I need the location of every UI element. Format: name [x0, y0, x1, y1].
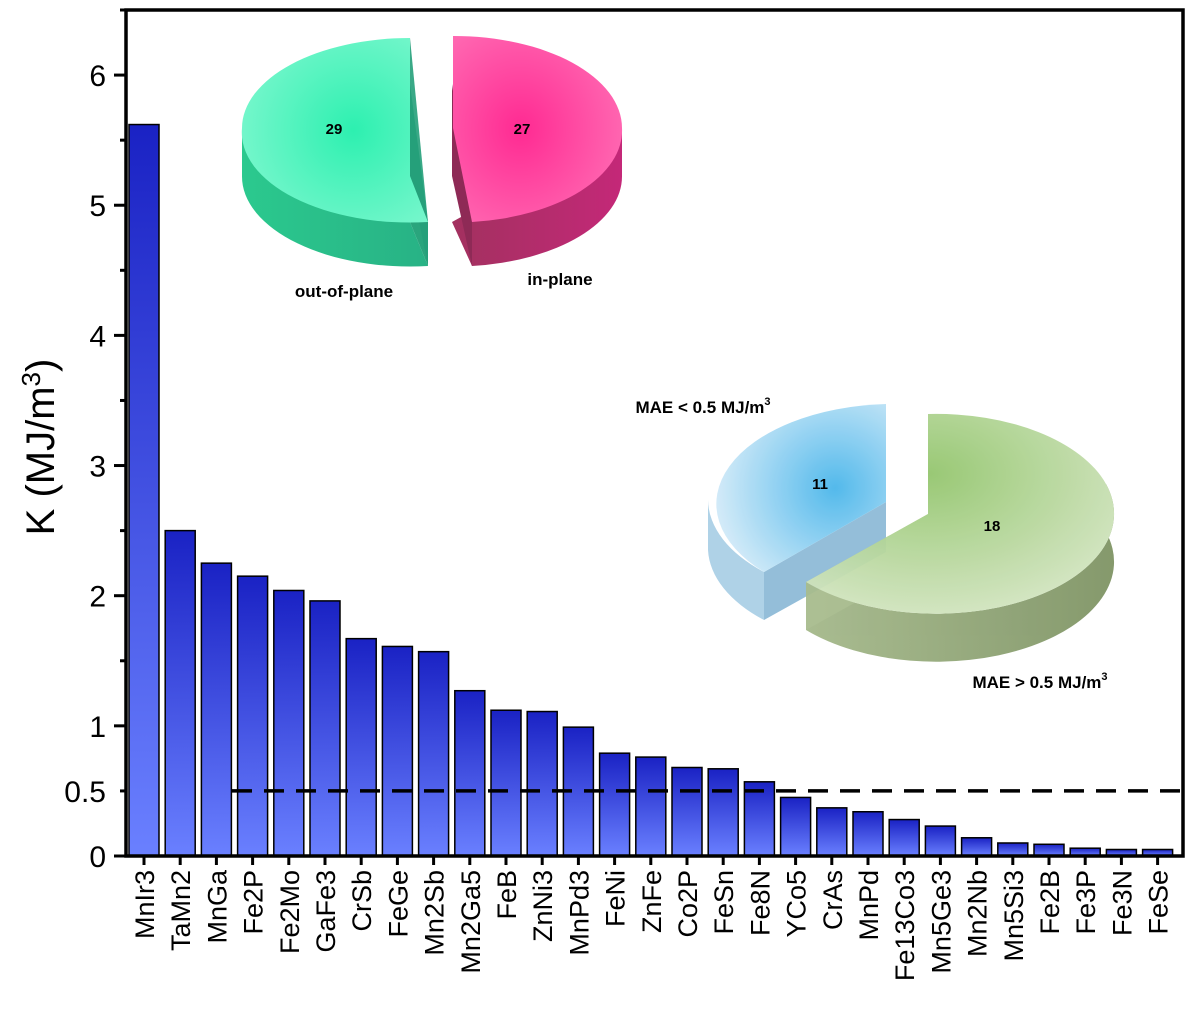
bar-Fe13Co3 [888, 818, 920, 857]
y-tick-label: 3 [89, 451, 106, 484]
x-tick-label-MnIr3: MnIr3 [130, 870, 160, 939]
pie-value-mae-high: 18 [984, 518, 1001, 535]
bar-FeNi [598, 752, 631, 857]
bar-MnPd [852, 810, 884, 857]
x-tick-label-Fe8N: Fe8N [745, 870, 775, 936]
x-tick-label-Fe3P: Fe3P [1071, 870, 1101, 935]
x-tick-label-Mn2Ga5: Mn2Ga5 [456, 870, 486, 974]
bar-TaMn2 [164, 529, 196, 857]
pie-slice-mae-high [806, 413, 1115, 662]
x-tick-label-FeNi: FeNi [601, 870, 631, 927]
x-tick-label-Co2P: Co2P [673, 870, 703, 938]
x-tick-label-TaMn2: TaMn2 [166, 870, 196, 951]
x-tick-label-FeSn: FeSn [709, 870, 739, 935]
x-tick-label-Fe2Mo: Fe2Mo [275, 870, 305, 954]
pie-slice-out-of-plane [241, 38, 428, 267]
bar-Fe2Mo [273, 589, 305, 857]
x-tick-label-Fe2P: Fe2P [239, 870, 269, 935]
x-tick-label-Fe3N: Fe3N [1107, 870, 1137, 936]
bar-ZnNi3 [526, 710, 558, 857]
y-axis-ticks: 0 1 2 3 4 5 6 0.5 [64, 8, 126, 874]
bar-MnIr3 [128, 123, 160, 857]
x-tick-label-FeB: FeB [492, 870, 522, 920]
x-tick-label-Mn5Ge3: Mn5Ge3 [926, 870, 956, 974]
y-tick-label: 4 [89, 320, 106, 353]
bar-Mn5Ge3 [924, 825, 957, 857]
bar-Fe8N [743, 781, 776, 857]
pie-value-mae-low: 11 [812, 476, 828, 493]
y-axis-label: K (MJ/m3) [16, 359, 63, 536]
bar-Fe2B [1033, 843, 1065, 857]
x-tick-label-YCo5: YCo5 [782, 870, 812, 938]
bar-Co2P [671, 766, 703, 857]
bar-FeB [490, 709, 522, 857]
pie-value-out-of-plane: 29 [326, 121, 343, 138]
bars [128, 123, 1174, 857]
bar-Mn2Ga5 [454, 689, 486, 857]
x-tick-label-CrSb: CrSb [347, 870, 377, 932]
x-tick-label-MnPd3: MnPd3 [564, 870, 594, 956]
x-tick-label-FeGe: FeGe [383, 870, 413, 938]
bar-ZnFe [635, 756, 667, 857]
x-tick-label-Fe2B: Fe2B [1035, 870, 1065, 935]
bar-Mn5Si3 [997, 842, 1029, 857]
bar-MnGa [200, 562, 233, 857]
bar-FeSn [707, 768, 739, 857]
pie-label-in-plane: in-plane [527, 270, 592, 289]
pie-slice-in-plane [452, 35, 623, 266]
pie-slice-mae-low [708, 404, 886, 620]
x-tick-label-ZnFe: ZnFe [637, 870, 667, 933]
pie-label-mae-high: MAE > 0.5 MJ/m3 [972, 671, 1107, 692]
plot-frame [124, 8, 1185, 858]
x-tick-label-MnPd: MnPd [854, 870, 884, 941]
bar-FeGe [381, 645, 414, 857]
pie-value-in-plane: 27 [514, 121, 531, 138]
bar-Mn2Sb [417, 650, 450, 857]
bar-Fe2P [236, 575, 269, 857]
y-tick-label: 1 [89, 711, 106, 744]
y-tick-label: 2 [89, 581, 106, 614]
bar-GaFe3 [309, 600, 341, 857]
x-tick-label-FeSe: FeSe [1144, 870, 1174, 935]
bar-CrSb [345, 637, 377, 857]
pie-label-mae-low: MAE < 0.5 MJ/m3 [635, 396, 770, 417]
inset-pie-orientation: 29 27 out-of-plane in-plane [241, 35, 623, 301]
bar-Mn2Nb [960, 837, 993, 857]
x-axis-labels: MnIr3 TaMn2 MnGa Fe2P Fe2Mo GaFe3 CrSb FeGe Mn2S… [130, 856, 1174, 981]
pie-label-out-of-plane: out-of-plane [295, 282, 393, 301]
y-tick-label: 0 [89, 841, 106, 874]
bar-YCo5 [779, 796, 812, 857]
inset-pie-mae: 11 18 MAE < 0.5 MJ/m3 MAE > 0.5 MJ/m3 [635, 396, 1115, 692]
x-tick-label-MnGa: MnGa [202, 869, 232, 944]
x-tick-label-Mn2Sb: Mn2Sb [420, 870, 450, 956]
y-tick-label: 6 [89, 60, 106, 93]
x-tick-label-Fe13Co3: Fe13Co3 [890, 870, 920, 981]
bar-CrAs [816, 807, 848, 857]
x-tick-label-Mn5Si3: Mn5Si3 [999, 870, 1029, 962]
y-tick-label: 5 [89, 190, 106, 223]
x-tick-label-ZnNi3: ZnNi3 [528, 870, 558, 942]
y-tick-label-ref: 0.5 [64, 776, 106, 809]
x-tick-label-Mn2Nb: Mn2Nb [963, 870, 993, 957]
x-tick-label-CrAs: CrAs [818, 870, 848, 930]
x-tick-label-GaFe3: GaFe3 [311, 870, 341, 953]
